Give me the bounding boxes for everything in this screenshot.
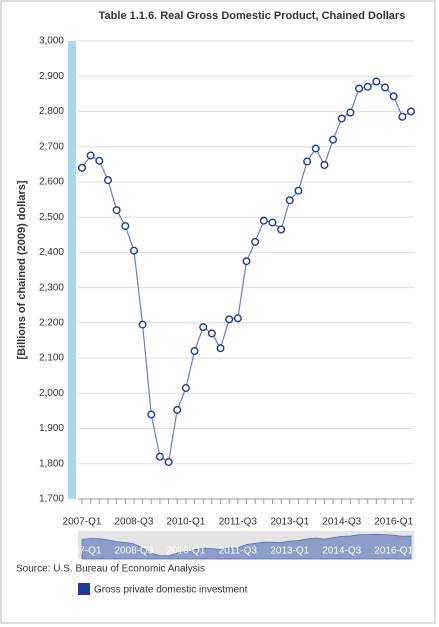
y-tick-label: 2,600	[39, 177, 64, 188]
navigator-label: 2008-Q3	[114, 546, 153, 557]
x-tick-label: 2016-Q1	[374, 517, 413, 528]
y-tick-label: 2,500	[39, 212, 64, 223]
marker	[112, 206, 121, 215]
marker	[147, 410, 156, 419]
marker	[337, 114, 346, 123]
y-tick-label: 3,000	[39, 36, 64, 47]
marker	[294, 186, 303, 195]
y-tick-label: 2,000	[39, 388, 64, 399]
marker	[77, 163, 86, 172]
marker	[181, 384, 190, 393]
marker	[190, 347, 199, 356]
y-tick-label: 1,800	[39, 458, 64, 469]
marker	[355, 84, 364, 93]
legend-swatch	[78, 583, 90, 595]
marker	[164, 458, 173, 467]
navigator-label: 2007-Q1	[63, 546, 102, 557]
marker	[251, 237, 260, 246]
legend-label: Gross private domestic investment	[94, 585, 248, 596]
marker	[372, 77, 381, 86]
y-tick-label: 2,300	[39, 282, 64, 293]
marker	[268, 218, 277, 227]
x-tick-label: 2011-Q3	[219, 517, 258, 528]
marker	[389, 92, 398, 101]
navigator-label: 2011-Q3	[219, 546, 258, 557]
marker	[398, 112, 407, 121]
marker	[95, 156, 104, 165]
marker	[277, 225, 286, 234]
y-tick-label: 1,900	[39, 423, 64, 434]
marker	[346, 108, 355, 117]
marker	[233, 314, 242, 323]
axis-band	[68, 41, 76, 499]
x-tick-label: 2013-Q1	[270, 517, 309, 528]
marker	[199, 323, 208, 332]
y-tick-label: 2,200	[39, 317, 64, 328]
marker	[407, 107, 416, 116]
y-tick-label: 2,800	[39, 106, 64, 117]
y-tick-label: 2,100	[39, 353, 64, 364]
marker	[103, 176, 112, 185]
navigator-label: 2016-Q1	[374, 546, 413, 557]
navigator-label: 2014-Q3	[322, 546, 361, 557]
marker	[155, 452, 164, 461]
marker	[216, 344, 225, 353]
y-tick-label: 2,700	[39, 141, 64, 152]
marker	[138, 320, 147, 329]
marker	[285, 196, 294, 205]
marker	[363, 82, 372, 91]
x-tick-label: 2010-Q1	[166, 517, 205, 528]
navigator-area	[81, 533, 412, 560]
chart-title: Table 1.1.6. Real Gross Domestic Product…	[99, 10, 406, 22]
marker	[242, 257, 251, 266]
marker	[329, 135, 338, 144]
marker	[86, 151, 95, 160]
marker	[381, 83, 390, 92]
source: Source: U.S. Bureau of Economic Analysis	[16, 564, 205, 575]
marker	[259, 216, 268, 225]
marker	[121, 221, 130, 230]
marker	[311, 144, 320, 153]
y-tick-label: 1,700	[39, 494, 64, 505]
y-tick-label: 2,400	[39, 247, 64, 258]
marker	[173, 405, 182, 414]
marker	[225, 315, 234, 324]
marker	[320, 161, 329, 170]
y-tick-label: 2,900	[39, 71, 64, 82]
navigator-label: 2013-Q1	[270, 546, 309, 557]
navigator-label: 2010-Q1	[166, 546, 205, 557]
y-axis-title: [Billions of chained (2009) dollars]	[16, 180, 28, 359]
x-tick-label: 2014-Q3	[322, 517, 361, 528]
x-tick-label: 2007-Q1	[63, 517, 102, 528]
marker	[303, 157, 312, 166]
x-tick-label: 2008-Q3	[114, 517, 153, 528]
marker	[207, 329, 216, 338]
marker	[129, 246, 138, 255]
